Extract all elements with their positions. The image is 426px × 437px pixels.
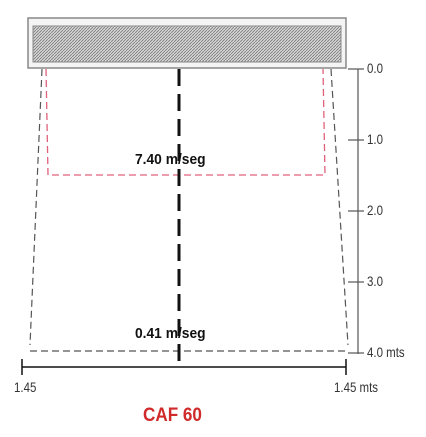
depth-tick-label: 4.0 mts bbox=[367, 344, 405, 360]
width-label-left: 1.45 bbox=[14, 379, 37, 395]
depth-scale bbox=[348, 68, 364, 354]
width-scale bbox=[21, 359, 347, 375]
diffuser-grille bbox=[32, 25, 342, 63]
width-label-right: 1.45 mts bbox=[334, 379, 379, 395]
velocity-label-low: 0.41 m/seg bbox=[135, 325, 206, 342]
velocity-label-high: 7.40 m/seg bbox=[135, 151, 206, 168]
depth-tick-label: 3.0 bbox=[367, 273, 383, 289]
depth-tick-label: 1.0 bbox=[367, 131, 383, 147]
diffuser-unit bbox=[27, 17, 347, 69]
depth-tick-label: 0.0 bbox=[367, 60, 383, 76]
low-velocity-zone bbox=[29, 68, 349, 352]
high-velocity-zone bbox=[45, 68, 326, 176]
model-label: CAF 60 bbox=[143, 405, 202, 426]
depth-tick-label: 2.0 bbox=[367, 202, 383, 218]
